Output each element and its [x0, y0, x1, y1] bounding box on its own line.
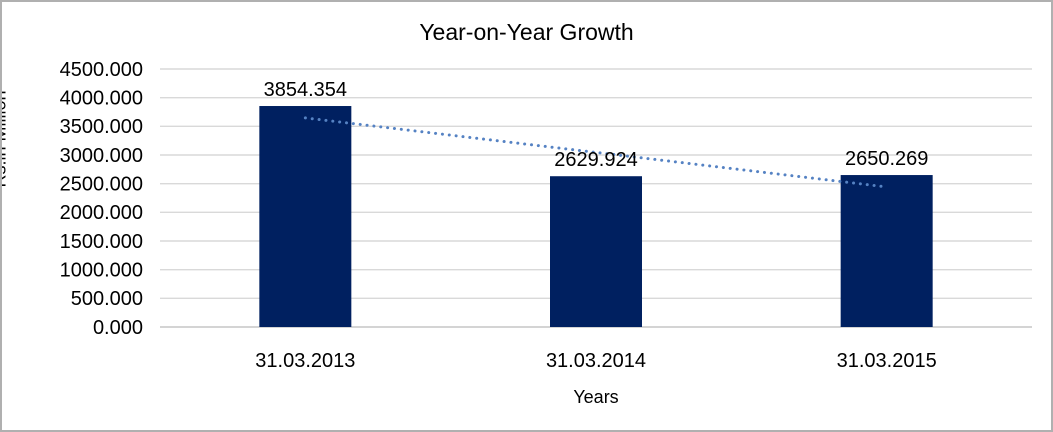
y-tick-label: 3500.000 [60, 116, 143, 138]
x-category-label: 31.03.2014 [546, 350, 646, 372]
data-label: 3854.354 [264, 79, 347, 101]
y-tick-label: 2000.000 [60, 202, 143, 224]
y-tick-label: 4500.000 [60, 59, 143, 81]
chart-title: Year-on-Year Growth [419, 19, 634, 45]
y-tick-label: 1500.000 [60, 231, 143, 253]
data-label: 2650.269 [845, 148, 928, 170]
y-tick-label: 3000.000 [60, 145, 143, 167]
y-tick-label: 0.000 [93, 317, 143, 339]
bar-31.03.2013 [259, 106, 352, 328]
bar-31.03.2015 [840, 175, 933, 327]
y-tick-label: 4000.000 [60, 87, 143, 109]
y-tick-label: 1000.000 [60, 259, 143, 281]
y-tick-label: 500.000 [71, 288, 143, 310]
x-category-label: 31.03.2013 [255, 350, 355, 372]
trendline [303, 116, 889, 189]
bar-31.03.2014 [550, 176, 642, 327]
y-tick-label: 2500.000 [60, 173, 143, 195]
x-category-label: 31.03.2015 [837, 350, 937, 372]
data-label: 2629.924 [554, 149, 637, 171]
x-axis-title: Years [573, 387, 619, 407]
